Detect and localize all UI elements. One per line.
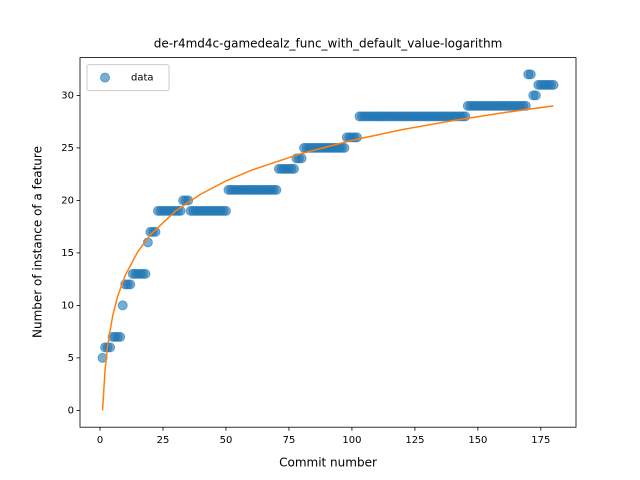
- y-tick-label: 10: [61, 300, 74, 311]
- plot-frame: [79, 57, 577, 428]
- data-point: [140, 268, 151, 279]
- data-point: [150, 226, 161, 237]
- x-tick-label: 75: [283, 435, 296, 446]
- data-point: [548, 79, 559, 90]
- y-tick-label: 30: [61, 90, 74, 101]
- y-tick-label: 5: [68, 353, 74, 364]
- fit-line: [101, 105, 554, 411]
- y-tick-label: 25: [61, 143, 74, 154]
- x-tick-label: 0: [97, 435, 103, 446]
- legend-box: [86, 64, 170, 92]
- data-point: [125, 279, 136, 290]
- y-tick-label: 0: [68, 405, 74, 416]
- data-point: [115, 331, 126, 342]
- x-tick-label: 175: [531, 435, 550, 446]
- x-axis-label: Commit number: [279, 456, 377, 470]
- data-point: [117, 300, 128, 311]
- x-tick-label: 25: [157, 435, 170, 446]
- data-point: [525, 69, 536, 80]
- data-point: [339, 142, 350, 153]
- x-tick-label: 125: [405, 435, 424, 446]
- data-point: [530, 90, 541, 101]
- legend-marker: [100, 72, 110, 83]
- y-tick-label: 20: [61, 195, 74, 206]
- x-tick-label: 150: [468, 435, 487, 446]
- x-tick-label: 100: [342, 435, 361, 446]
- chart-title: de-r4md4c-gamedealz_func_with_default_va…: [154, 37, 503, 51]
- data-point: [288, 163, 299, 174]
- y-tick-label: 15: [61, 248, 74, 259]
- y-axis-label: Number of instance of a feature: [31, 146, 45, 338]
- data-point: [271, 184, 282, 195]
- x-tick-label: 50: [220, 435, 233, 446]
- data-point: [220, 205, 231, 216]
- legend-label: data: [131, 73, 154, 84]
